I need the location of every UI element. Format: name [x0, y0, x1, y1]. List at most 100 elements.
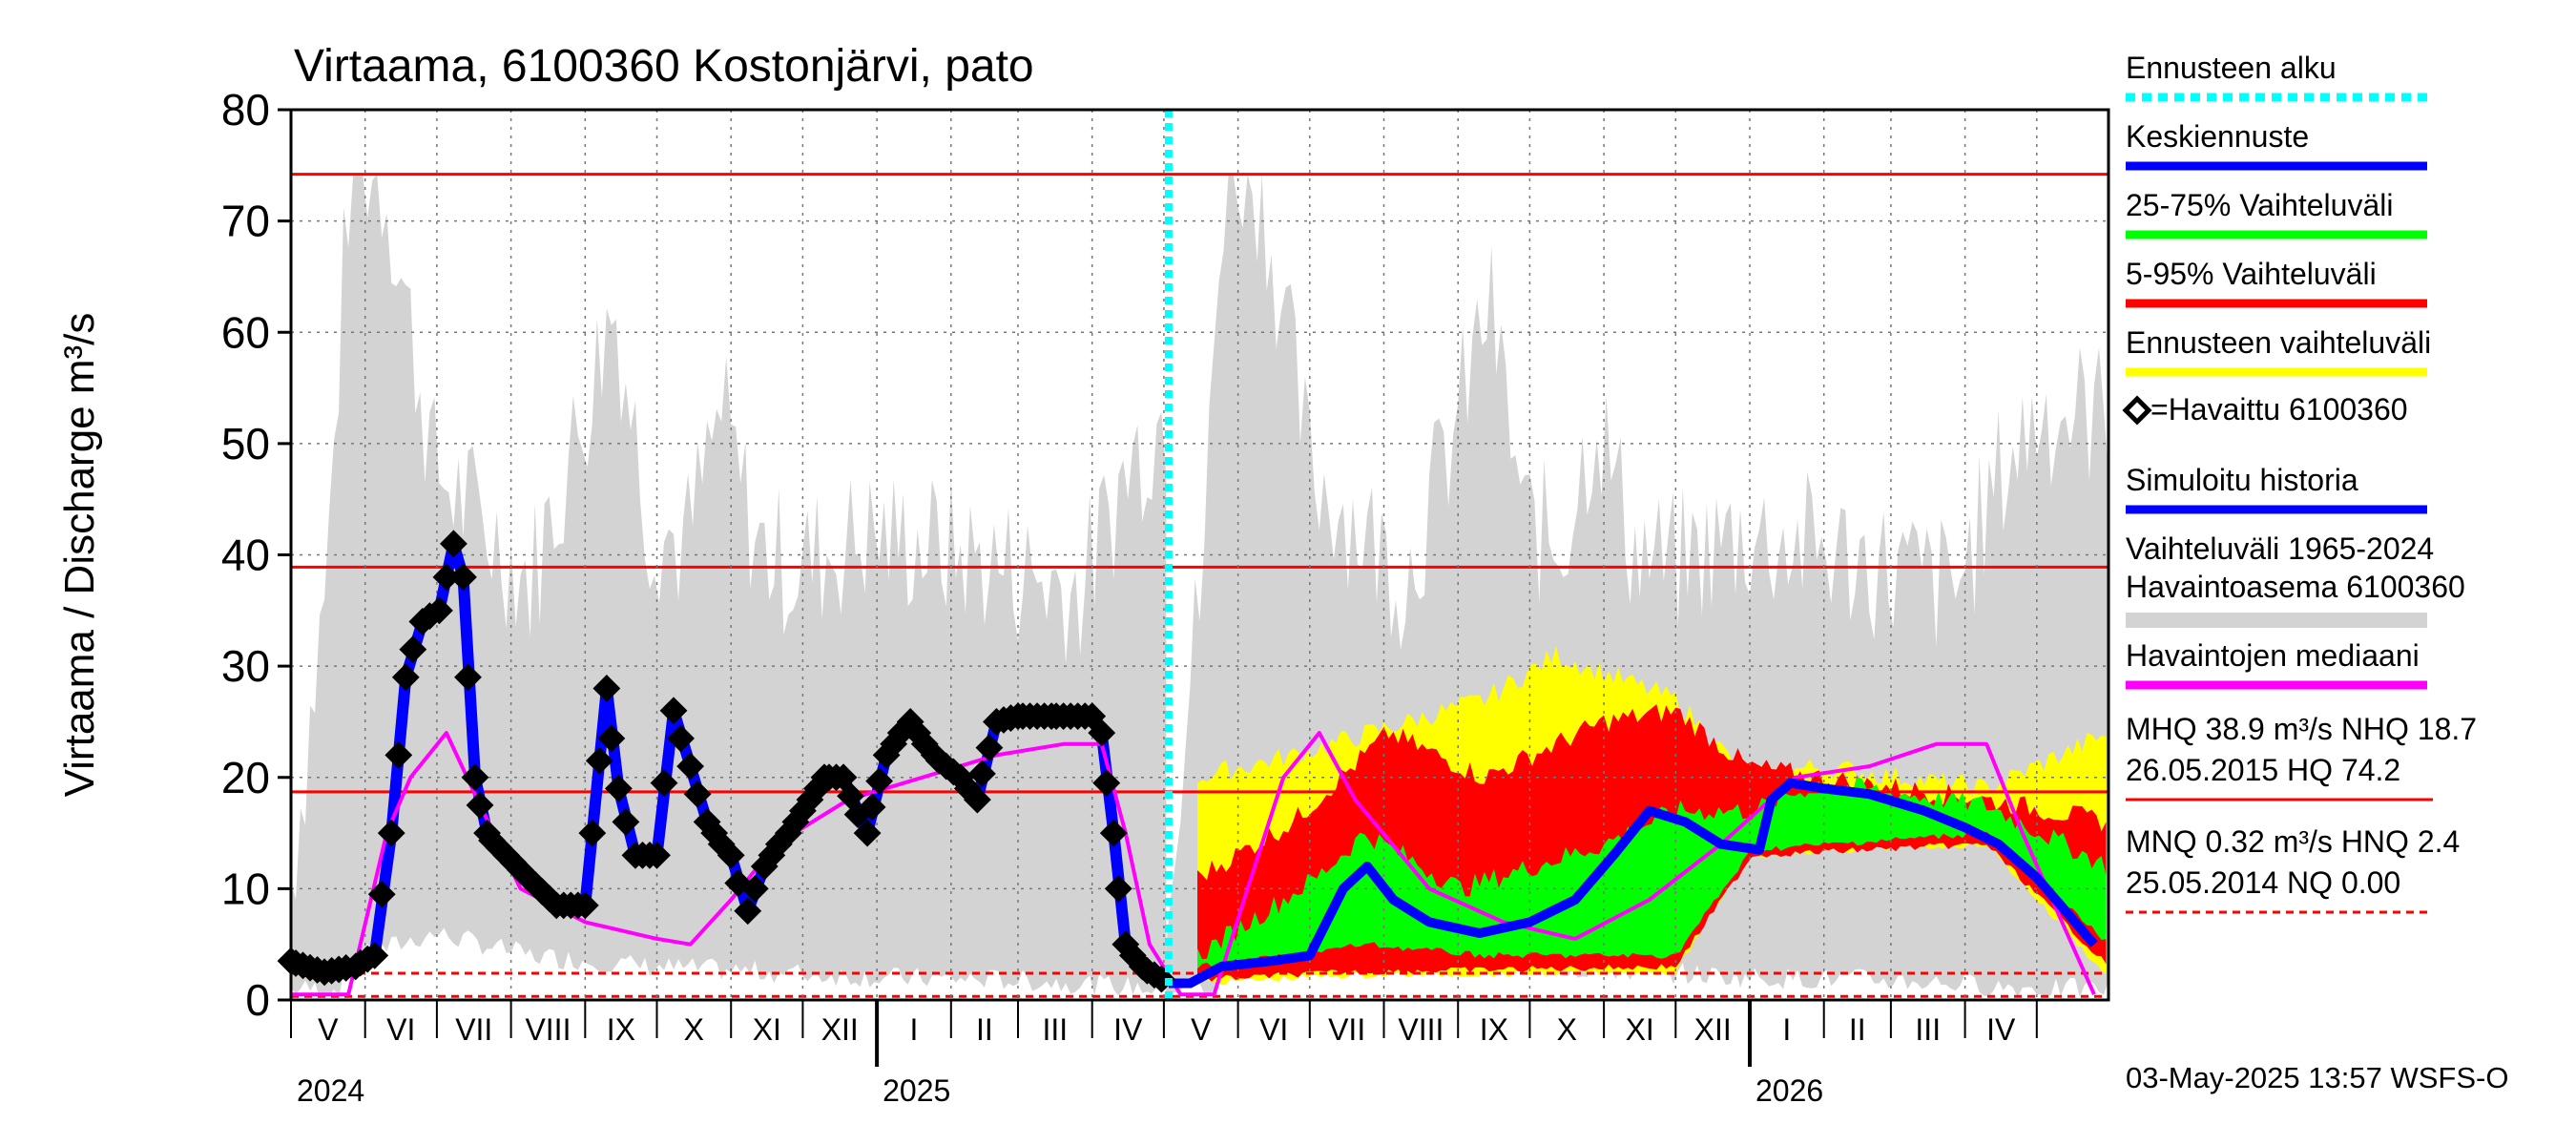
- observed-marker: [399, 635, 427, 664]
- legend-label: Havaintoasema 6100360: [2126, 570, 2465, 604]
- observed-marker: [367, 880, 396, 908]
- month-label: VIII: [525, 1012, 571, 1047]
- observed-marker: [740, 874, 769, 903]
- month-label: III: [1915, 1012, 1941, 1047]
- observed-marker: [1099, 819, 1128, 847]
- month-label: XI: [1626, 1012, 1654, 1047]
- month-label: III: [1043, 1012, 1069, 1047]
- observed-marker: [454, 663, 482, 692]
- observed-marker: [449, 563, 477, 592]
- observed-marker: [361, 941, 389, 969]
- month-label: IX: [1480, 1012, 1508, 1047]
- observed-marker: [578, 819, 607, 847]
- y-tick-label: 80: [221, 85, 270, 135]
- observed-marker: [717, 841, 745, 869]
- observed-marker: [597, 724, 626, 753]
- month-label: V: [318, 1012, 339, 1047]
- year-label: 2024: [297, 1073, 364, 1108]
- legend-label: =Havaittu 6100360: [2150, 392, 2408, 427]
- observed-marker: [967, 760, 996, 788]
- month-label: XII: [1694, 1012, 1732, 1047]
- month-label: XI: [753, 1012, 781, 1047]
- history-band: [291, 174, 1167, 999]
- month-label: VI: [386, 1012, 415, 1047]
- observed-marker: [571, 891, 599, 920]
- observed-marker: [975, 734, 1004, 762]
- y-tick-label: 50: [221, 419, 270, 468]
- observed-marker: [865, 767, 894, 796]
- month-label: IX: [607, 1012, 635, 1047]
- stats-line-3: MNQ 0.32 m³/s HNQ 2.4: [2126, 824, 2460, 859]
- observed-marker: [667, 724, 695, 753]
- y-tick-label: 30: [221, 641, 270, 691]
- legend-label: Keskiennuste: [2126, 119, 2309, 154]
- month-label: II: [1849, 1012, 1866, 1047]
- month-label: XII: [821, 1012, 859, 1047]
- month-label: IV: [1113, 1012, 1143, 1047]
- y-tick-label: 70: [221, 197, 270, 246]
- stats-box: MHQ 38.9 m³/s NHQ 18.7 26.05.2015 HQ 74.…: [2126, 712, 2477, 914]
- legend-label: Havaintojen mediaani: [2126, 638, 2420, 673]
- month-label: VII: [1328, 1012, 1365, 1047]
- variation-bands: [291, 174, 2109, 999]
- observed-marker: [963, 785, 991, 814]
- observed-marker: [425, 596, 453, 625]
- observed-markers: [277, 530, 1175, 993]
- month-label: VIII: [1398, 1012, 1444, 1047]
- observed-marker: [659, 697, 688, 725]
- observed-marker: [1088, 718, 1116, 747]
- y-tick-label: 40: [221, 531, 270, 580]
- month-label: X: [1557, 1012, 1577, 1047]
- observed-marker: [858, 793, 886, 822]
- observed-marker: [1078, 702, 1107, 731]
- month-label: VII: [455, 1012, 492, 1047]
- legend-label: Ennusteen alku: [2126, 51, 2337, 85]
- observed-marker: [461, 763, 489, 792]
- legend-label: Simuloitu historia: [2126, 463, 2358, 497]
- observed-marker: [683, 780, 712, 808]
- series-layer: [277, 110, 2098, 1000]
- month-label: I: [1782, 1012, 1791, 1047]
- grid-lines: [290, 110, 2109, 1000]
- observed-marker: [391, 663, 420, 692]
- observed-marker: [377, 819, 405, 847]
- observed-marker: [440, 530, 467, 558]
- y-tick-label: 20: [221, 753, 270, 802]
- observed-marker: [604, 774, 633, 802]
- y-tick-label: 60: [221, 307, 270, 357]
- month-label: VI: [1259, 1012, 1288, 1047]
- legend-marker-icon: [2122, 395, 2152, 426]
- stats-line-1: MHQ 38.9 m³/s NHQ 18.7: [2126, 712, 2477, 746]
- month-label: V: [1191, 1012, 1212, 1047]
- observed-marker: [612, 807, 640, 836]
- observed-marker: [1104, 874, 1132, 903]
- observed-marker: [592, 675, 621, 702]
- month-label: X: [684, 1012, 704, 1047]
- y-tick-label: 10: [221, 864, 270, 913]
- observed-marker: [650, 769, 678, 797]
- month-label: IV: [1986, 1012, 2016, 1047]
- chart-title: Virtaama, 6100360 Kostonjärvi, pato: [294, 41, 1034, 92]
- observed-marker: [853, 819, 882, 847]
- stats-line-4: 25.05.2014 NQ 0.00: [2126, 865, 2400, 900]
- observed-marker: [1092, 769, 1121, 797]
- legend-label: 5-95% Vaihteluväli: [2126, 257, 2377, 291]
- y-axis-label: Virtaama / Discharge m³/s: [56, 313, 103, 798]
- legend-label: Vaihteluväli 1965-2024: [2126, 531, 2434, 566]
- observed-marker: [643, 841, 671, 869]
- forecast-median-line: [1168, 778, 2098, 989]
- stats-line-2: 26.05.2015 HQ 74.2: [2126, 753, 2400, 787]
- year-label: 2026: [1755, 1073, 1823, 1108]
- observed-marker: [585, 746, 613, 775]
- footer-timestamp: 03-May-2025 13:57 WSFS-O: [2126, 1061, 2508, 1094]
- y-tick-label: 0: [245, 975, 270, 1025]
- month-label: I: [910, 1012, 919, 1047]
- legend-label: 25-75% Vaihteluväli: [2126, 188, 2393, 222]
- observed-marker: [384, 741, 413, 769]
- observed-marker: [734, 897, 762, 926]
- month-label: II: [976, 1012, 993, 1047]
- observed-marker: [466, 791, 494, 820]
- observed-marker: [676, 752, 705, 781]
